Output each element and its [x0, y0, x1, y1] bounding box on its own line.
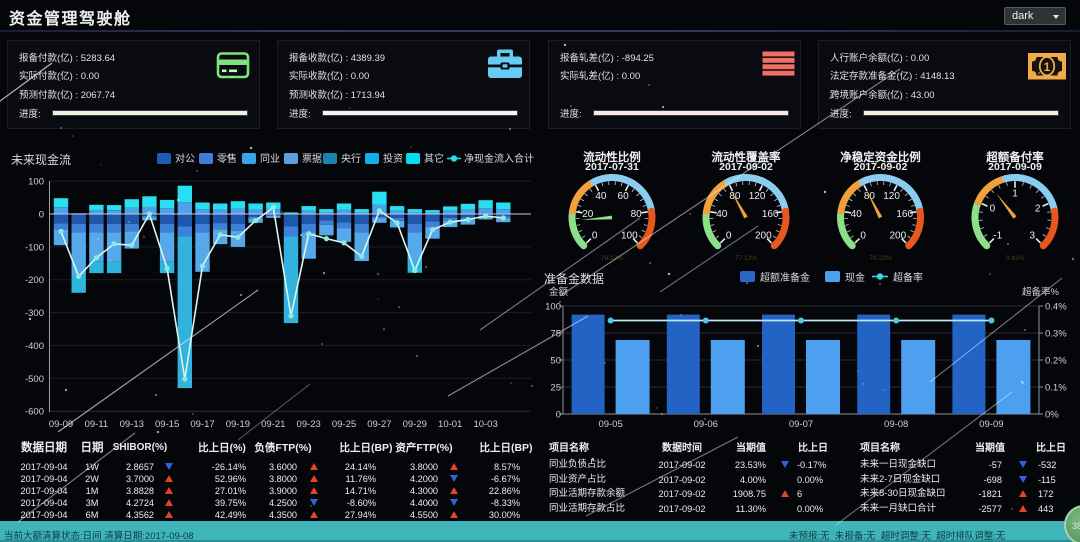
svg-text:现金: 现金 [845, 271, 865, 284]
svg-text:对公: 对公 [175, 152, 195, 165]
svg-text:0.2%: 0.2% [1045, 356, 1067, 367]
svg-text:09-21: 09-21 [261, 419, 285, 430]
svg-text:0: 0 [556, 410, 561, 421]
svg-text:100: 100 [545, 302, 561, 313]
svg-text:2: 2 [1035, 204, 1041, 215]
svg-text:09-05: 09-05 [598, 419, 622, 430]
svg-text:160: 160 [762, 209, 779, 220]
svg-text:-1: -1 [993, 230, 1002, 241]
svg-text:09-08: 09-08 [884, 419, 908, 430]
svg-text:09-15: 09-15 [155, 419, 179, 430]
svg-text:09-07: 09-07 [789, 419, 813, 430]
svg-text:160: 160 [896, 209, 913, 220]
svg-text:-300: -300 [25, 308, 44, 319]
svg-text:0.4%: 0.4% [1045, 302, 1067, 313]
svg-text:09-09: 09-09 [49, 419, 73, 430]
svg-text:75: 75 [550, 329, 561, 340]
svg-text:0: 0 [39, 210, 44, 221]
svg-text:0: 0 [990, 204, 996, 215]
svg-text:3: 3 [1030, 230, 1036, 241]
svg-text:0.3%: 0.3% [1045, 329, 1067, 340]
svg-text:09-09: 09-09 [979, 419, 1003, 430]
svg-text:10-03: 10-03 [473, 419, 497, 430]
svg-text:25: 25 [550, 383, 561, 394]
svg-text:40: 40 [595, 191, 607, 202]
svg-text:超备率%: 超备率% [1022, 286, 1060, 298]
svg-text:120: 120 [749, 191, 766, 202]
svg-text:净现金流入合计: 净现金流入合计 [464, 152, 534, 165]
svg-text:09-25: 09-25 [332, 419, 356, 430]
svg-text:09-23: 09-23 [297, 419, 321, 430]
svg-text:76.22%: 76.22% [869, 255, 891, 262]
svg-text:09-19: 09-19 [226, 419, 250, 430]
svg-text:0%: 0% [1045, 410, 1059, 421]
svg-text:0.1%: 0.1% [1045, 383, 1067, 394]
svg-text:超额准备金: 超额准备金 [760, 271, 810, 284]
svg-text:80: 80 [729, 191, 741, 202]
svg-text:40: 40 [716, 209, 728, 220]
svg-text:金额: 金额 [549, 286, 569, 298]
svg-text:-100: -100 [25, 242, 44, 253]
svg-text:1: 1 [1012, 189, 1018, 200]
svg-text:78.12%: 78.12% [601, 255, 623, 262]
svg-text:超备率: 超备率 [893, 271, 923, 284]
svg-text:0: 0 [726, 230, 732, 241]
svg-text:77.12%: 77.12% [735, 255, 757, 262]
svg-text:200: 200 [755, 230, 772, 241]
svg-text:09-11: 09-11 [85, 419, 109, 430]
svg-text:100: 100 [28, 177, 44, 188]
svg-text:120: 120 [883, 191, 900, 202]
svg-text:09-06: 09-06 [694, 419, 718, 430]
svg-text:央行: 央行 [341, 152, 361, 165]
svg-text:-400: -400 [25, 341, 44, 352]
svg-text:未来现金流: 未来现金流 [11, 152, 71, 167]
svg-text:-600: -600 [25, 407, 44, 418]
svg-text:其它: 其它 [424, 152, 444, 165]
svg-text:-500: -500 [25, 374, 44, 385]
svg-text:票据: 票据 [302, 152, 322, 165]
svg-text:200: 200 [889, 230, 906, 241]
svg-text:0: 0 [860, 230, 866, 241]
svg-text:0.43%: 0.43% [1006, 255, 1025, 262]
svg-text:09-13: 09-13 [120, 419, 144, 430]
svg-text:50: 50 [550, 356, 561, 367]
svg-text:60: 60 [618, 191, 630, 202]
svg-text:09-27: 09-27 [367, 419, 391, 430]
svg-text:09-17: 09-17 [190, 419, 214, 430]
svg-text:09-29: 09-29 [403, 419, 427, 430]
svg-text:同业: 同业 [260, 153, 280, 165]
svg-text:0: 0 [592, 230, 598, 241]
svg-text:-200: -200 [25, 275, 44, 286]
svg-text:准备金数据: 准备金数据 [544, 271, 604, 286]
svg-text:投资: 投资 [383, 152, 403, 165]
svg-text:100: 100 [621, 230, 638, 241]
svg-text:40: 40 [851, 209, 863, 220]
svg-text:80: 80 [631, 209, 643, 220]
svg-text:10-01: 10-01 [438, 419, 462, 430]
svg-text:零售: 零售 [217, 152, 237, 165]
